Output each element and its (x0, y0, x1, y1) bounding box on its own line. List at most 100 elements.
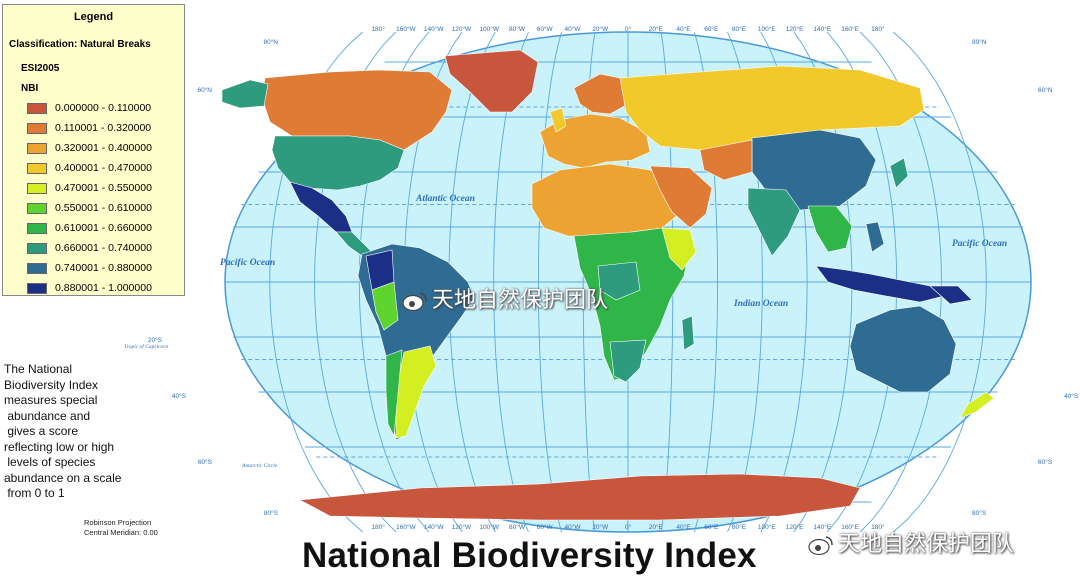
new-guinea (929, 285, 973, 305)
central-meridian: Central Meridian: 0.00 (84, 528, 158, 537)
longitude-label-bottom: 180° (871, 523, 885, 531)
longitude-label-bottom: 20°E (649, 523, 664, 531)
latitude-label-right: 60°S (1038, 458, 1053, 466)
longitude-label-bottom: 160°E (841, 523, 859, 531)
longitude-label-bottom: 20°W (592, 523, 609, 531)
projection-name: Robinson Projection (84, 518, 152, 527)
uk (549, 107, 567, 133)
latitude-label-left: 80°N (263, 38, 278, 46)
peru-region (371, 281, 399, 331)
india (747, 187, 801, 257)
longitude-label-bottom: 100°W (479, 523, 499, 531)
latitude-label-right: 80°S (972, 509, 987, 517)
longitude-label-top: 20°W (592, 25, 609, 33)
legend-class-row: 0.610001 - 0.660000 (27, 221, 152, 235)
legend-class-label: 0.320001 - 0.400000 (55, 142, 152, 154)
longitude-label-top: 100°E (758, 25, 776, 33)
longitude-label-top: 0° (625, 25, 632, 33)
land (221, 49, 995, 521)
chile (385, 349, 403, 438)
projection-info: Robinson Projection Central Meridian: 0.… (84, 518, 158, 538)
new-zealand (959, 391, 995, 419)
longitude-label-top: 140°E (813, 25, 831, 33)
southeast-asia (807, 205, 853, 253)
latitude-label-left: 40°S (172, 392, 187, 400)
middle-east (649, 165, 713, 229)
legend: Legend Classification: Natural Breaks ES… (2, 4, 185, 296)
longitude-label-bottom: 100°E (758, 523, 776, 531)
longitude-label-top: 180° (871, 25, 885, 33)
legend-swatch (27, 202, 47, 214)
southern-africa (609, 339, 647, 383)
australia (849, 305, 957, 393)
label-antarctic-circle: Antarctic Circle (241, 463, 278, 469)
central-asia (699, 139, 753, 181)
longitude-label-top: 40°W (565, 25, 582, 33)
label-pacific-ocean-left: Pacific Ocean (220, 258, 275, 268)
horn-africa (661, 227, 697, 271)
alaska (221, 79, 269, 109)
congo (597, 261, 641, 301)
scandinavia (573, 73, 631, 115)
legend-class-label: 0.110001 - 0.320000 (55, 122, 152, 134)
watermark-center-text: 天地自然保护团队 (432, 288, 609, 313)
legend-class-row: 0.550001 - 0.610000 (27, 201, 152, 215)
longitude-label-bottom: 180° (371, 523, 385, 531)
legend-swatch (27, 242, 47, 254)
legend-swatch (27, 222, 47, 234)
longitude-label-bottom: 120°E (786, 523, 804, 531)
legend-class-label: 0.740001 - 0.880000 (55, 262, 152, 274)
weibo-icon (808, 536, 833, 556)
watermark-bottom-text: 天地自然保护团队 (838, 532, 1015, 557)
longitude-label-bottom: 60°W (537, 523, 554, 531)
latitude-label-left: 20°S (148, 336, 163, 344)
legend-title: Legend (73, 11, 114, 23)
legend-class-label: 0.470001 - 0.550000 (55, 182, 152, 194)
longitude-label-top: 20°E (649, 25, 664, 33)
legend-class-row: 0.470001 - 0.550000 (27, 181, 152, 195)
canada (261, 69, 453, 151)
longitude-label-top: 80°W (509, 25, 526, 33)
latitude-label-left: 60°N (197, 86, 212, 94)
legend-class-label: 0.880001 - 1.000000 (55, 282, 152, 294)
longitude-label-top: 60°W (537, 25, 554, 33)
longitude-label-top: 120°W (452, 25, 472, 33)
label-indian-ocean: Indian Ocean (733, 299, 788, 309)
map-labels: Atlantic Ocean Pacific Ocean Pacific Oce… (220, 194, 1007, 309)
latitude-label-right: 60°N (1038, 86, 1053, 94)
label-pacific-ocean-right: Pacific Ocean (952, 239, 1007, 249)
page-title: National Biodiversity Index (302, 536, 757, 575)
latitude-label-left: 60°S (198, 458, 213, 466)
longitude-label-top: 120°E (786, 25, 804, 33)
legend-swatch (27, 142, 47, 154)
longitude-label-top: 140°W (424, 25, 444, 33)
longitude-label-bottom: 60°E (704, 523, 719, 531)
longitude-label-bottom: 160°W (396, 523, 416, 531)
longitude-label-bottom: 140°W (424, 523, 444, 531)
legend-class-label: 0.660001 - 0.740000 (55, 242, 152, 254)
label-tropic-capricorn: Tropic of Capricorn (124, 343, 168, 350)
longitude-label-bottom: 120°W (452, 523, 472, 531)
legend-classification: Classification: Natural Breaks (9, 39, 151, 50)
longitude-label-bottom: 0° (625, 523, 632, 531)
legend-swatch (27, 182, 47, 194)
madagascar (681, 315, 695, 351)
longitude-label-top: 100°W (479, 25, 499, 33)
label-atlantic-ocean: Atlantic Ocean (415, 194, 475, 204)
legend-class-label: 0.000000 - 0.110000 (55, 102, 152, 114)
legend-field-name: NBI (21, 83, 39, 94)
greenland (444, 49, 539, 113)
longitude-label-bottom: 40°W (565, 523, 582, 531)
longitude-label-top: 160°W (396, 25, 416, 33)
legend-class-row: 0.400001 - 0.470000 (27, 161, 152, 175)
longitude-label-top: 60°E (704, 25, 719, 33)
watermark-bottom: 天地自然保护团队 (808, 526, 1014, 558)
usa (271, 135, 405, 191)
legend-class-row: 0.740001 - 0.880000 (27, 261, 152, 275)
longitude-label-bottom: 80°W (509, 523, 526, 531)
legend-swatch (27, 102, 47, 114)
legend-class-label: 0.610001 - 0.660000 (55, 222, 152, 234)
latitude-label-right: 80°N (972, 38, 987, 46)
legend-class-row: 0.660001 - 0.740000 (27, 241, 152, 255)
weibo-icon (402, 292, 427, 312)
